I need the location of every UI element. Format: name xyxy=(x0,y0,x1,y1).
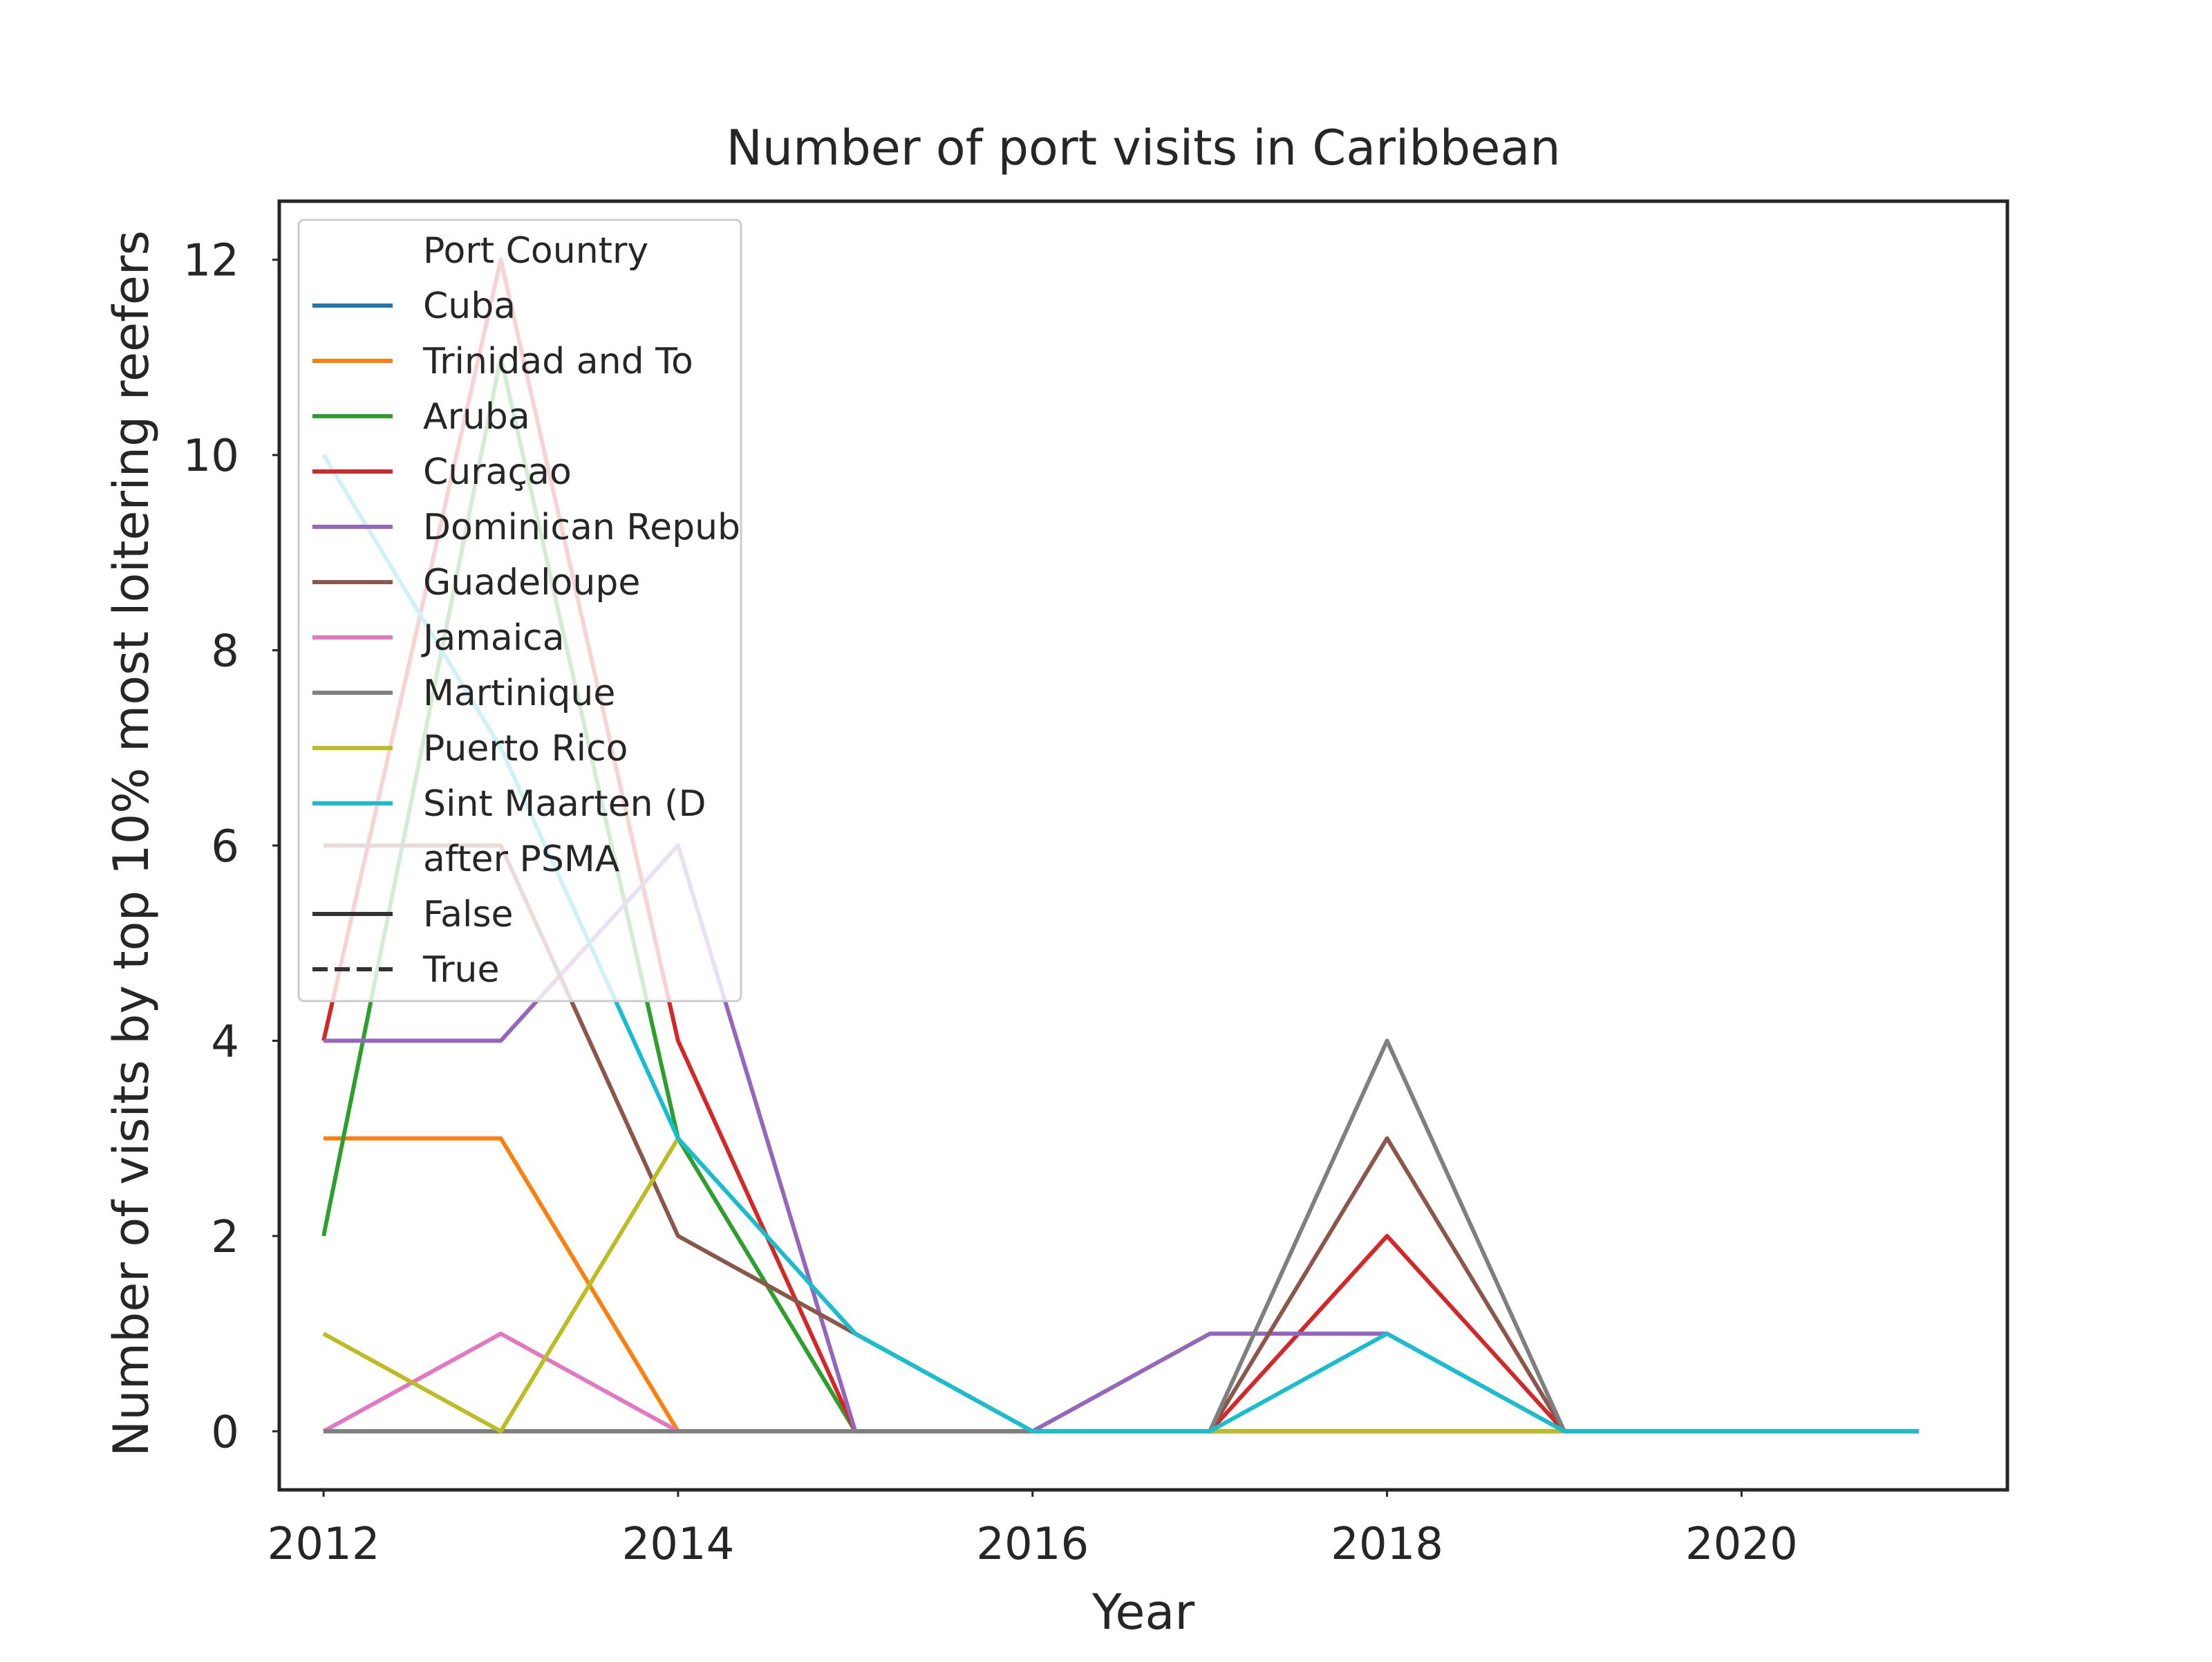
x-tick-label: 2016 xyxy=(976,1519,1089,1570)
legend-entry-label: Guadeloupe xyxy=(423,562,640,604)
x-tick-label: 2012 xyxy=(268,1519,380,1570)
y-tick-label: 12 xyxy=(183,236,239,287)
y-tick-label: 4 xyxy=(211,1016,239,1067)
x-tick-label: 2020 xyxy=(1685,1519,1798,1570)
x-axis-label: Year xyxy=(1091,1584,1194,1641)
y-tick-label: 6 xyxy=(211,821,239,872)
legend-section-title: after PSMA xyxy=(423,839,620,880)
legend-entry-label: False xyxy=(423,894,514,935)
y-tick-label: 8 xyxy=(211,626,239,678)
legend-entry-label: Cuba xyxy=(423,286,516,327)
y-axis-label: Number of visits by top 10% most loiteri… xyxy=(103,230,160,1457)
legend-entry-label: Curaçao xyxy=(423,451,572,493)
legend-entry-label: Jamaica xyxy=(421,617,565,659)
chart-title: Number of port visits in Caribbean xyxy=(726,120,1560,176)
legend-entry-label: Trinidad and To xyxy=(422,341,693,382)
x-tick-label: 2018 xyxy=(1331,1519,1443,1570)
legend-entry-label: Dominican Repub xyxy=(423,507,740,548)
series-line xyxy=(324,1136,1919,1434)
y-tick-label: 2 xyxy=(211,1212,239,1263)
legend-section-title: Port Country xyxy=(423,230,648,272)
legend-entry-label: Aruba xyxy=(423,396,530,438)
y-tick-label: 0 xyxy=(211,1407,239,1458)
series-line xyxy=(322,1136,1919,1434)
plot-frame xyxy=(277,199,2009,1492)
x-tick-label: 2014 xyxy=(621,1519,734,1570)
legend-box xyxy=(297,218,742,1002)
y-tick-label: 10 xyxy=(183,431,239,482)
legend-entry-label: Martinique xyxy=(423,673,615,714)
legend-entry-label: Sint Maarten (D xyxy=(423,783,706,825)
legend-entry-label: Puerto Rico xyxy=(423,728,628,769)
series-line xyxy=(324,1038,1919,1434)
legend-entry-label: True xyxy=(422,949,499,991)
